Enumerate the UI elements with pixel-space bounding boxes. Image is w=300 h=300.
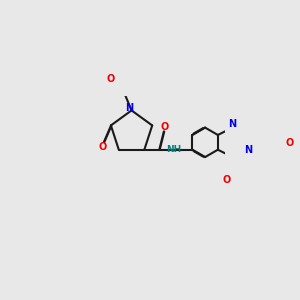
Text: O: O [161,122,169,132]
Text: N: N [125,103,134,113]
Text: O: O [286,138,294,148]
Text: N: N [244,145,253,155]
Text: N: N [229,119,237,129]
Text: O: O [107,74,115,84]
Text: NH: NH [166,145,182,154]
Text: O: O [223,175,231,185]
Text: O: O [98,142,106,152]
